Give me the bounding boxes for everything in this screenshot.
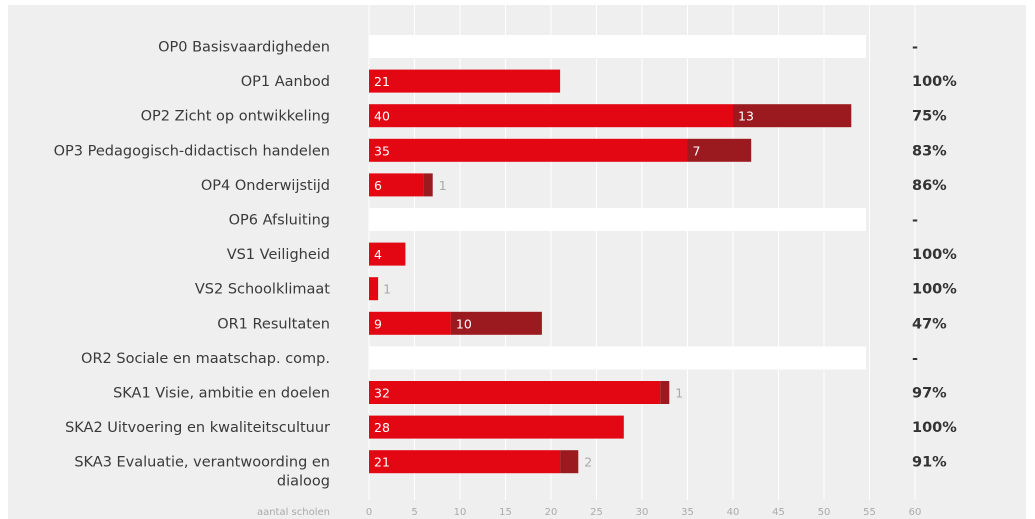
bar-value-label: 1: [383, 282, 391, 297]
percentage-label: -: [912, 40, 918, 56]
bar-segment-1: [369, 450, 561, 474]
percentage-label: -: [912, 213, 918, 229]
bar-segment-1: [369, 69, 561, 93]
x-tick-label: 5: [411, 507, 417, 518]
percentage-label: 91%: [912, 455, 947, 471]
category-label: SKA3 Evaluatie, verantwoording en dialoog: [74, 455, 330, 490]
percentage-label: 100%: [912, 282, 957, 298]
bar-value-label: 1: [439, 178, 447, 193]
bar-value-label: 32: [374, 386, 390, 401]
bar-value-label: 10: [456, 316, 472, 331]
x-tick-label: 40: [727, 507, 740, 518]
bar-value-label: 28: [374, 420, 390, 435]
percentage-label: 83%: [912, 143, 947, 159]
percentage-label: -: [912, 351, 918, 367]
percentage-label: 86%: [912, 178, 947, 194]
category-label: VS1 Veiligheid: [227, 247, 330, 263]
x-tick-label: 60: [909, 507, 922, 518]
x-tick-label: 25: [590, 507, 603, 518]
category-label: OR1 Resultaten: [217, 316, 330, 332]
bar-value-label: 7: [693, 143, 701, 158]
bar-segment-2: [560, 450, 579, 474]
bar-value-label: 13: [738, 109, 754, 124]
x-tick-label: 35: [681, 507, 694, 518]
bar-segment-1: [369, 242, 406, 266]
bar-segment-1: [369, 173, 424, 197]
percentage-label: 47%: [912, 316, 947, 332]
category-label: VS2 Schoolklimaat: [195, 282, 330, 298]
bar-segment-1: [369, 381, 661, 404]
bar-segment-2: [450, 311, 542, 335]
x-axis-title: aantal scholen: [257, 507, 330, 518]
category-label: OR2 Sociale en maatschap. comp.: [81, 351, 330, 367]
bar-value-label: 40: [374, 109, 390, 124]
bar-value-label: 9: [374, 316, 382, 331]
x-tick-label: 50: [818, 507, 831, 518]
bar-segment-1: [369, 415, 624, 439]
percentage-label: 100%: [912, 247, 957, 263]
percentage-label: 75%: [912, 109, 947, 125]
percentage-label: 100%: [912, 420, 957, 436]
category-label: OP1 Aanbod: [241, 74, 330, 90]
empty-bar: [369, 208, 866, 231]
percentage-label: 100%: [912, 74, 957, 90]
x-tick-label: 55: [863, 507, 876, 518]
category-label: SKA1 Visie, ambitie en doelen: [113, 386, 330, 402]
category-label: OP3 Pedagogisch-didactisch handelen: [54, 143, 330, 159]
bar-value-label: 2: [584, 455, 592, 470]
bar-segment-1: [369, 311, 451, 335]
percentage-label: 97%: [912, 386, 947, 402]
bar-segment-2: [660, 381, 670, 404]
bar-segment-2: [687, 138, 752, 162]
bar-segment-1: [369, 277, 379, 301]
category-label: OP6 Afsluiting: [229, 213, 330, 229]
x-tick-label: 10: [454, 507, 467, 518]
x-tick-label: 45: [772, 507, 785, 518]
bar-segment-2: [423, 173, 433, 197]
bar-value-label: 21: [374, 455, 390, 470]
bar-segment-1: [369, 138, 688, 162]
category-label: OP4 Onderwijstijd: [201, 178, 330, 194]
empty-bar: [369, 346, 866, 370]
bar-value-label: 1: [675, 386, 683, 401]
bar-value-label: 21: [374, 74, 390, 89]
bar-segment-1: [369, 104, 733, 128]
bar-value-label: 6: [374, 178, 382, 193]
x-tick-label: 30: [636, 507, 649, 518]
bar-segment-2: [733, 104, 852, 128]
x-tick-label: 20: [545, 507, 558, 518]
category-label: SKA2 Uitvoering en kwaliteitscultuur: [65, 420, 330, 436]
bar-value-label: 4: [374, 247, 382, 262]
x-tick-label: 15: [499, 507, 512, 518]
category-label: OP2 Zicht op ontwikkeling: [141, 109, 330, 125]
category-label: OP0 Basisvaardigheden: [158, 40, 330, 56]
x-tick-label: 0: [366, 507, 372, 518]
empty-bar: [369, 35, 866, 58]
bar-value-label: 35: [374, 143, 390, 158]
